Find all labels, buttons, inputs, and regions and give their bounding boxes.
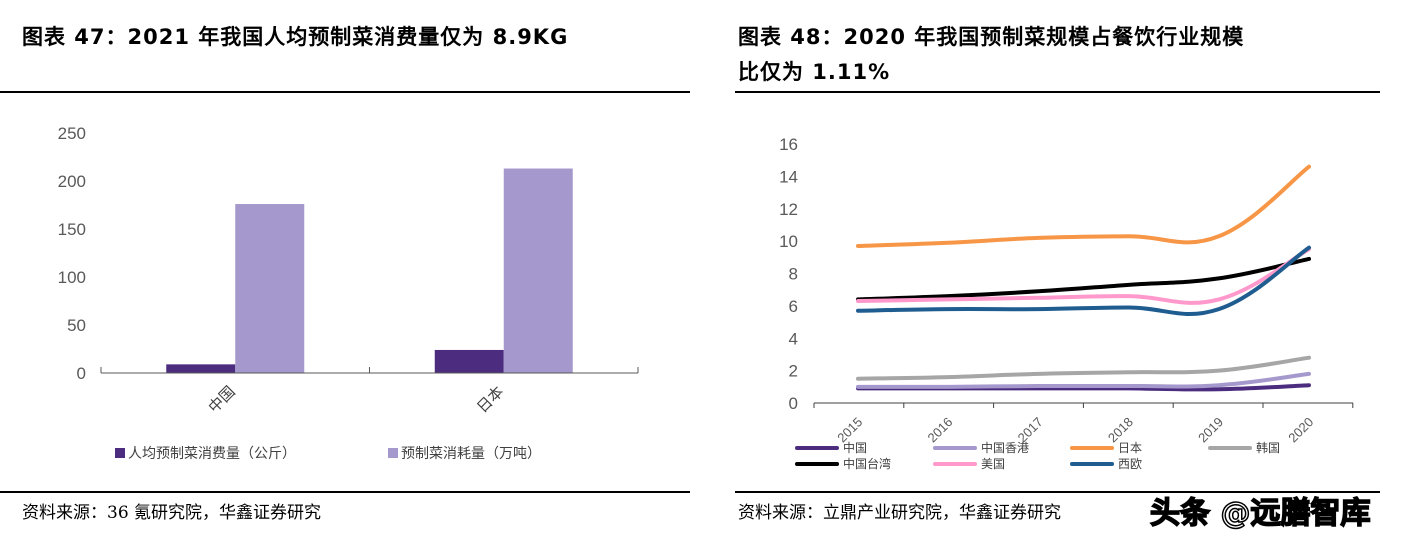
y-tick-label: 150	[58, 220, 86, 239]
bar-日本-1	[503, 168, 573, 373]
right-source: 资料来源：立鼎产业研究院，华鑫证券研究	[738, 503, 1061, 523]
legend-swatch	[795, 461, 839, 466]
y-tick-label: 10	[779, 232, 798, 251]
legend-swatch	[115, 448, 125, 458]
legend-item: 人均预制菜消费量（公斤）	[115, 443, 296, 463]
legend-item: 中国台湾	[795, 455, 891, 472]
legend-item: 日本	[1070, 439, 1142, 456]
legend-item: 中国香港	[933, 439, 1029, 456]
y-tick-label: 0	[77, 364, 86, 383]
left-source: 资料来源：36 氪研究院，华鑫证券研究	[22, 503, 322, 523]
legend-label: 人均预制菜消费量（公斤）	[128, 446, 296, 462]
left-header-divider	[0, 91, 690, 93]
series-line-韩国	[856, 355, 1311, 381]
legend-item: 中国	[795, 439, 867, 456]
left-chart-title: 图表 47：2021 年我国人均预制菜消费量仅为 8.9KG	[22, 25, 569, 49]
legend-item: 美国	[933, 455, 1005, 472]
watermark: 头条 @远膳智库	[1149, 495, 1371, 532]
legend-label: 美国	[981, 457, 1006, 471]
series-line-西欧	[856, 245, 1311, 317]
y-tick-label: 50	[67, 316, 86, 335]
y-tick-label: 4	[789, 329, 798, 348]
legend-label: 日本	[1118, 441, 1143, 455]
y-tick-label: 14	[779, 167, 798, 186]
right-footer-divider	[735, 491, 1380, 493]
legend-swatch	[795, 445, 839, 450]
series-line-日本	[856, 164, 1311, 248]
y-tick-label: 8	[789, 265, 798, 284]
x-tick-label: 2020	[1285, 414, 1316, 445]
y-tick-label: 250	[58, 124, 86, 143]
legend-label: 预制菜消耗量（万吨）	[401, 446, 541, 462]
legend-swatch	[1070, 445, 1114, 450]
bar-日本-0	[434, 349, 504, 373]
series-line-中国香港	[856, 371, 1311, 389]
legend-label: 中国香港	[981, 441, 1030, 455]
left-footer-divider	[0, 491, 690, 493]
legend-item: 西欧	[1070, 455, 1142, 472]
legend-label: 中国台湾	[843, 457, 892, 471]
legend-swatch	[388, 448, 398, 458]
legend-label: 西欧	[1118, 457, 1143, 471]
y-tick-label: 2	[789, 362, 798, 381]
right-chart-title-line1: 图表 48：2020 年我国预制菜规模占餐饮行业规模	[738, 25, 1245, 49]
y-tick-label: 100	[58, 268, 86, 287]
x-tick-label: 日本	[473, 382, 507, 416]
legend-item: 预制菜消耗量（万吨）	[388, 443, 541, 463]
y-tick-label: 12	[779, 200, 798, 219]
legend-swatch	[1208, 445, 1252, 450]
y-tick-label: 200	[58, 172, 86, 191]
series-line-中国台湾	[856, 256, 1311, 302]
bar-中国-0	[166, 364, 236, 373]
legend-swatch	[933, 445, 977, 450]
y-tick-label: 16	[779, 135, 798, 154]
y-tick-label: 6	[789, 297, 798, 316]
right-header-divider	[735, 91, 1380, 93]
series-line-美国	[856, 247, 1311, 305]
legend-label: 中国	[843, 441, 868, 455]
legend-label: 韩国	[1256, 441, 1281, 455]
y-tick-label: 0	[789, 394, 798, 413]
right-chart-title-line2: 比仅为 1.11%	[738, 60, 891, 84]
legend-swatch	[1070, 461, 1114, 466]
bar-中国-1	[235, 204, 305, 373]
legend-swatch	[933, 461, 977, 466]
x-tick-label: 中国	[205, 382, 239, 416]
legend-item: 韩国	[1208, 439, 1280, 456]
